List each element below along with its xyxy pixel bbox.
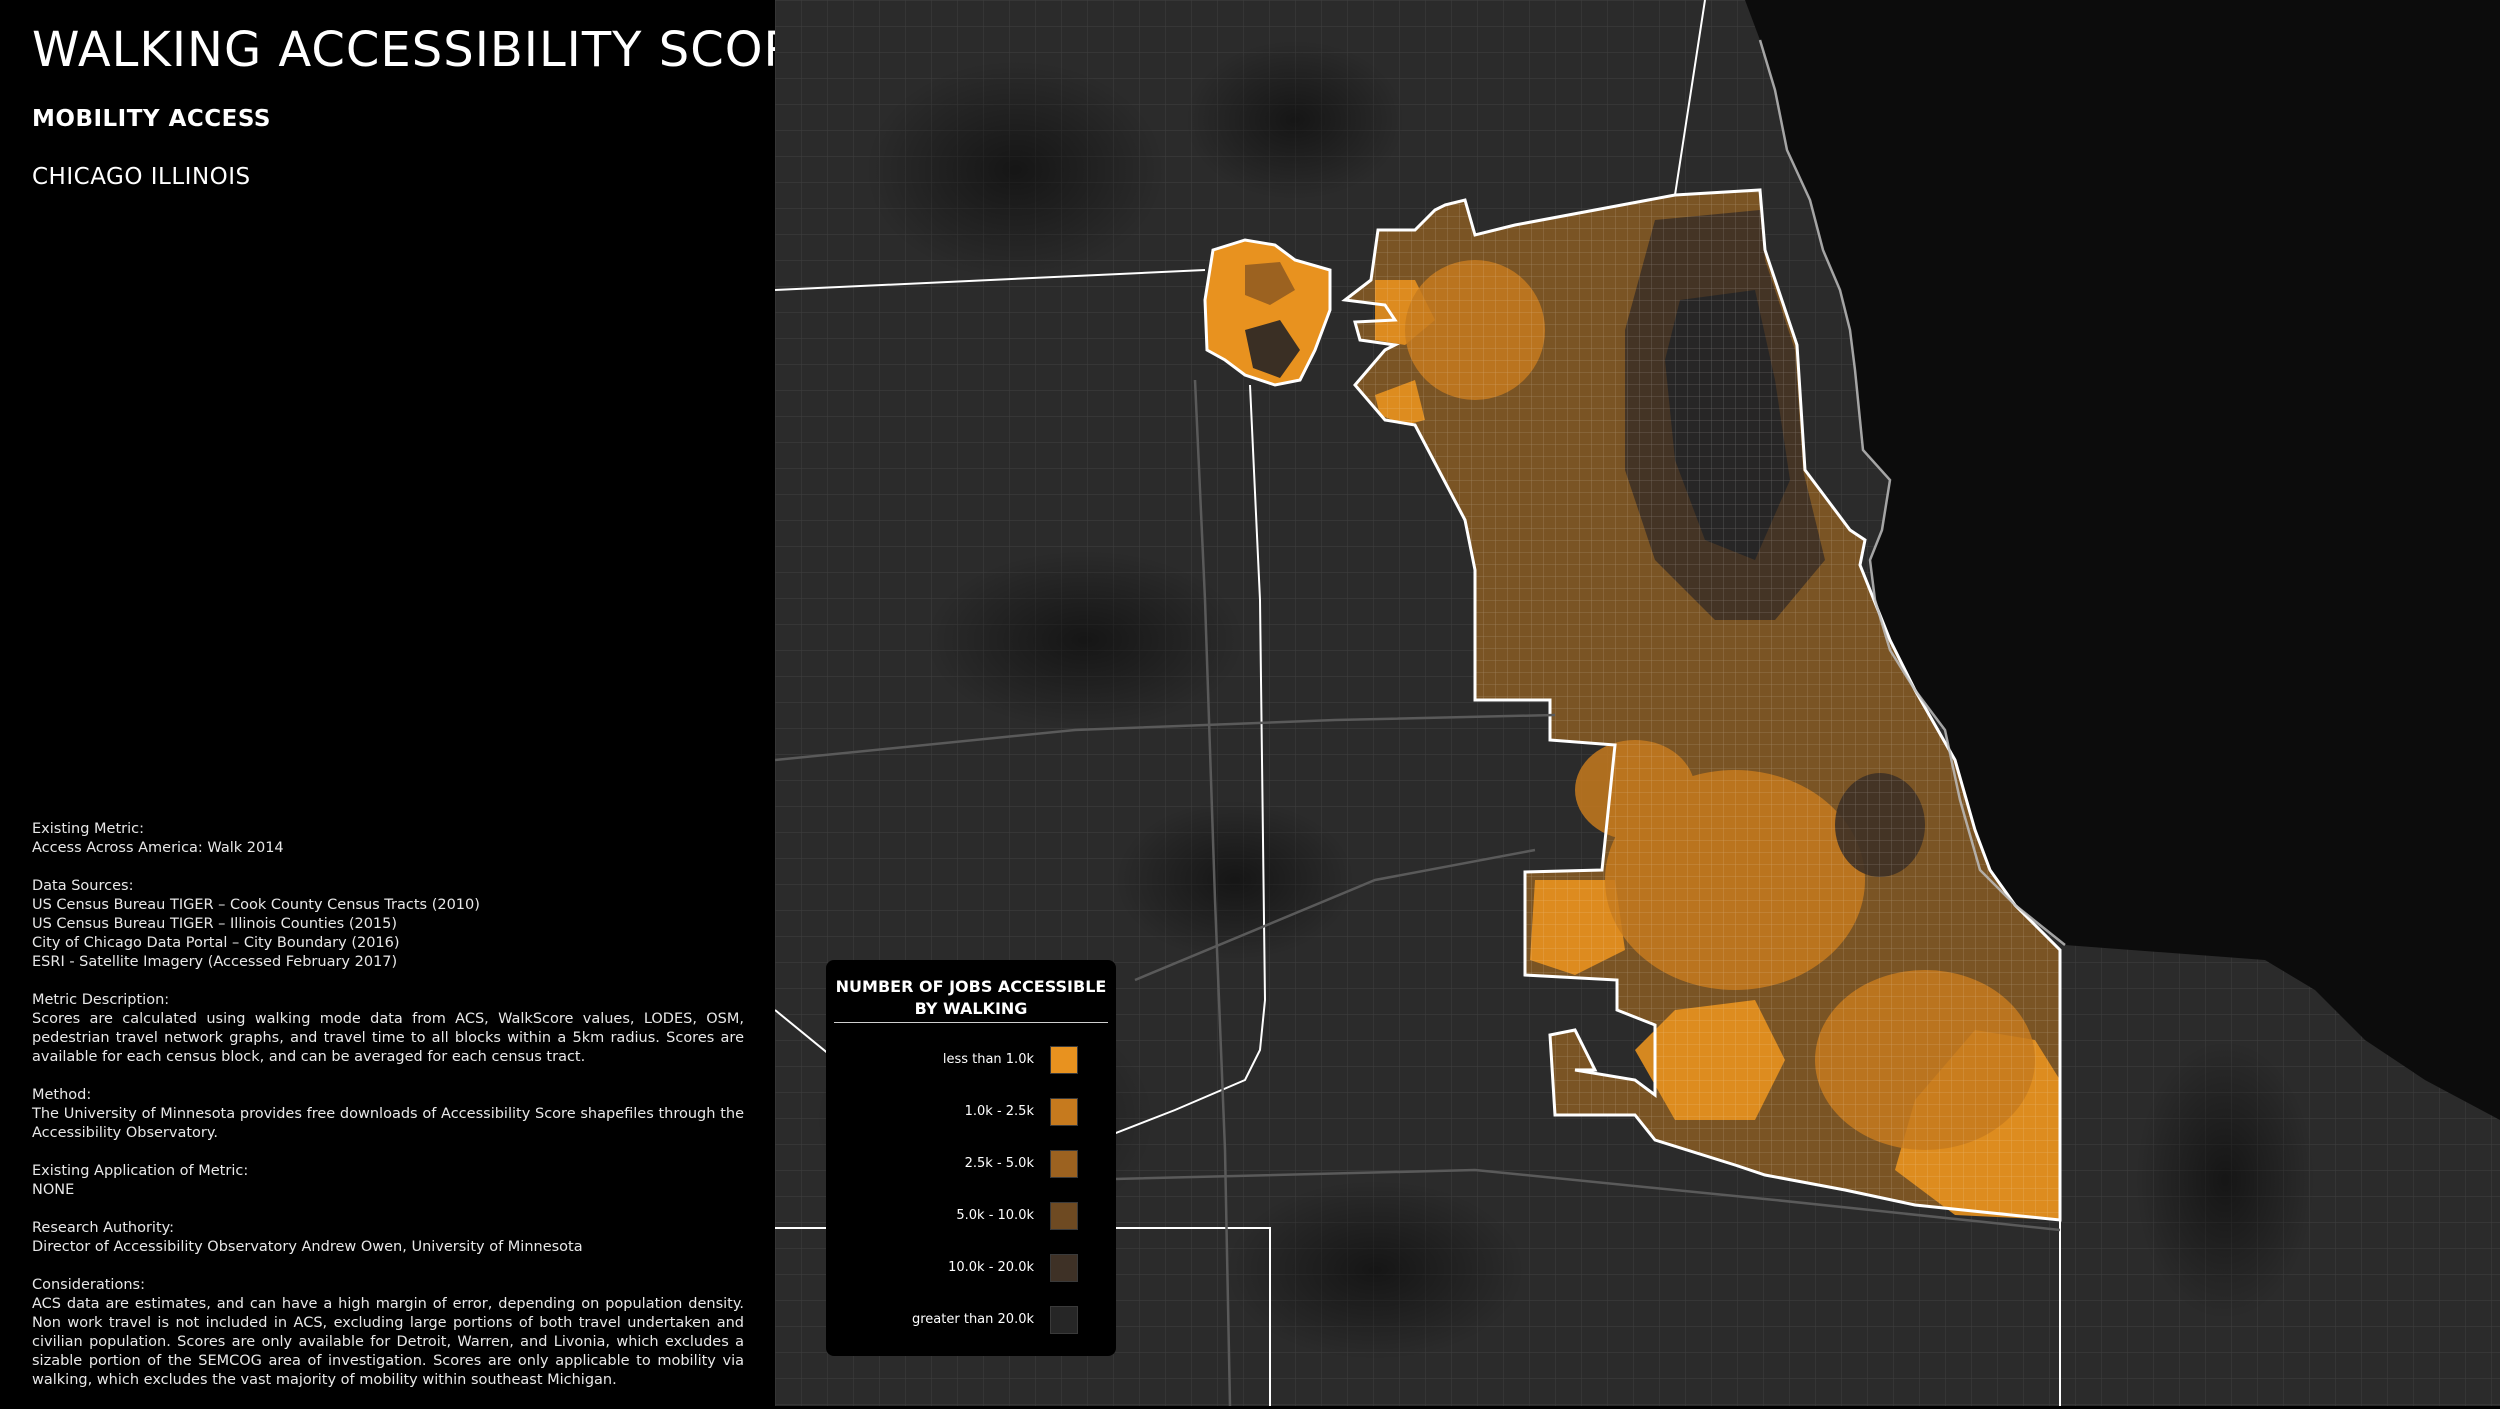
map-legend: NUMBER OF JOBS ACCESSIBLE BY WALKING les… bbox=[826, 960, 1116, 1356]
data-sources-block: Data Sources: US Census Bureau TIGER – C… bbox=[32, 877, 744, 972]
boundaries bbox=[775, 0, 2062, 1406]
method-text: The University of Minnesota provides fre… bbox=[32, 1106, 744, 1141]
research-authority-label: Research Authority: bbox=[32, 1220, 175, 1236]
considerations-label: Considerations: bbox=[32, 1277, 145, 1293]
legend-item: greater than 20.0k bbox=[826, 1304, 1116, 1336]
legend-title-line-1: NUMBER OF JOBS ACCESSIBLE bbox=[835, 977, 1107, 996]
legend-swatch bbox=[1050, 1046, 1078, 1074]
ohare-mid-patch bbox=[1245, 262, 1295, 305]
existing-metric-value: Access Across America: Walk 2014 bbox=[32, 840, 284, 856]
legend-item-label: 2.5k - 5.0k bbox=[964, 1156, 1034, 1171]
method-block: Method: The University of Minnesota prov… bbox=[32, 1086, 744, 1143]
county-line-north-shore bbox=[1674, 0, 1706, 196]
lake-michigan bbox=[1745, 0, 2500, 1120]
existing-application-label: Existing Application of Metric: bbox=[32, 1163, 249, 1179]
legend-title-line-2: BY WALKING bbox=[914, 999, 1028, 1018]
considerations-block: Considerations: ACS data are estimates, … bbox=[32, 1276, 744, 1390]
legend-divider bbox=[834, 1022, 1108, 1023]
existing-metric-label: Existing Metric: bbox=[32, 821, 145, 837]
metric-description-label: Metric Description: bbox=[32, 992, 170, 1008]
legend-item-label: 10.0k - 20.0k bbox=[948, 1260, 1034, 1275]
highway-i294 bbox=[1193, 379, 1232, 1406]
legend-swatch bbox=[1050, 1098, 1078, 1126]
county-line-north bbox=[775, 269, 1206, 291]
legend-item: 2.5k - 5.0k bbox=[826, 1148, 1116, 1180]
legend-item-label: less than 1.0k bbox=[942, 1052, 1034, 1067]
research-authority-value: Director of Accessibility Observatory An… bbox=[32, 1239, 583, 1255]
legend-item-label: 1.0k - 2.5k bbox=[964, 1104, 1034, 1119]
existing-metric-block: Existing Metric: Access Across America: … bbox=[32, 820, 744, 858]
data-source-item: US Census Bureau TIGER – Cook County Cen… bbox=[32, 897, 480, 913]
research-authority-block: Research Authority: Director of Accessib… bbox=[32, 1219, 744, 1257]
ohare-exclave bbox=[1205, 240, 1330, 385]
considerations-text: ACS data are estimates, and can have a h… bbox=[32, 1296, 744, 1388]
legend-title: NUMBER OF JOBS ACCESSIBLE BY WALKING bbox=[826, 976, 1116, 1020]
metric-description-text: Scores are calculated using walking mode… bbox=[32, 1011, 744, 1065]
shoreline bbox=[1758, 39, 2066, 946]
legend-item: 5.0k - 10.0k bbox=[826, 1200, 1116, 1232]
legend-item: less than 1.0k bbox=[826, 1044, 1116, 1076]
location-label: CHICAGO ILLINOIS bbox=[32, 164, 251, 190]
legend-swatch bbox=[1050, 1254, 1078, 1282]
legend-item: 1.0k - 2.5k bbox=[826, 1096, 1116, 1128]
census-tract-grid bbox=[1345, 190, 2060, 1220]
highway-i55 bbox=[1134, 848, 1536, 982]
existing-application-value: NONE bbox=[32, 1182, 75, 1198]
metadata-section: Existing Metric: Access Across America: … bbox=[32, 820, 744, 1409]
legend-swatch bbox=[1050, 1306, 1078, 1334]
page-subtitle: MOBILITY ACCESS bbox=[32, 106, 271, 132]
data-source-item: US Census Bureau TIGER – Illinois Counti… bbox=[32, 916, 398, 932]
existing-application-block: Existing Application of Metric: NONE bbox=[32, 1162, 744, 1200]
highway-i90 bbox=[775, 713, 1556, 762]
legend-item-label: greater than 20.0k bbox=[912, 1312, 1034, 1327]
info-panel: WALKING ACCESSIBILITY SCORE MOBILITY ACC… bbox=[0, 0, 828, 1409]
accessibility-choropleth bbox=[1345, 190, 2060, 1220]
page-title: WALKING ACCESSIBILITY SCORE bbox=[32, 22, 830, 78]
metric-description-block: Metric Description: Scores are calculate… bbox=[32, 991, 744, 1067]
data-source-item: ESRI - Satellite Imagery (Accessed Febru… bbox=[32, 954, 398, 970]
method-label: Method: bbox=[32, 1087, 92, 1103]
legend-item-label: 5.0k - 10.0k bbox=[956, 1208, 1034, 1223]
data-sources-label: Data Sources: bbox=[32, 878, 134, 894]
legend-swatch bbox=[1050, 1150, 1078, 1178]
highways bbox=[775, 379, 2061, 1406]
ohare-boundary bbox=[1203, 238, 1332, 387]
city-boundary bbox=[1341, 188, 2062, 1222]
legend-item: 10.0k - 20.0k bbox=[826, 1252, 1116, 1284]
ohare-dark-patch bbox=[1245, 320, 1300, 378]
legend-swatch bbox=[1050, 1202, 1078, 1230]
data-source-item: City of Chicago Data Portal – City Bound… bbox=[32, 935, 400, 951]
highway-i80 bbox=[1074, 1168, 2061, 1232]
